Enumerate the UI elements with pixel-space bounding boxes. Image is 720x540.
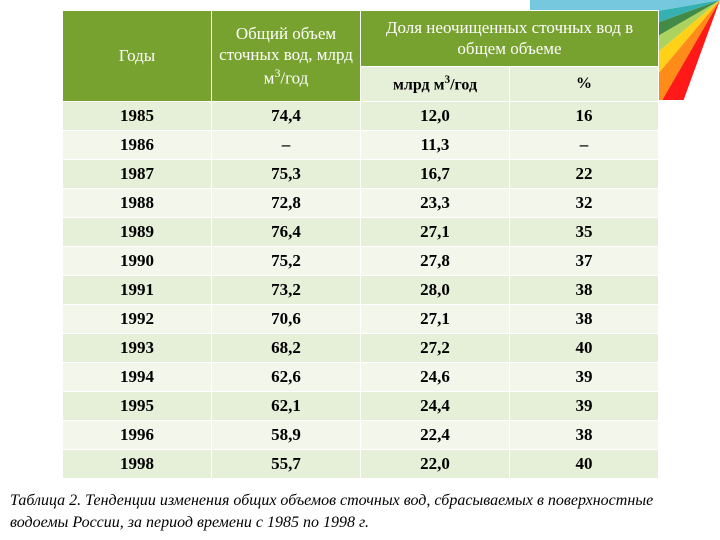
table-row: 199368,227,240 xyxy=(63,333,659,362)
cell-abs: 24,4 xyxy=(361,391,510,420)
cell-vol: 75,2 xyxy=(212,246,361,275)
cell-pct: 37 xyxy=(510,246,659,275)
col-share-abs-header: млрд м3/год xyxy=(361,66,510,101)
cell-vol: 62,6 xyxy=(212,362,361,391)
table-row: 199855,722,040 xyxy=(63,449,659,478)
table-row: 198976,427,135 xyxy=(63,217,659,246)
cell-abs: 22,4 xyxy=(361,420,510,449)
cell-year: 1992 xyxy=(63,304,212,333)
table-row: 199658,922,438 xyxy=(63,420,659,449)
cell-pct: 16 xyxy=(510,101,659,130)
cell-abs: 23,3 xyxy=(361,188,510,217)
table-row: 199462,624,639 xyxy=(63,362,659,391)
cell-pct: – xyxy=(510,130,659,159)
table-row: 199562,124,439 xyxy=(63,391,659,420)
cell-abs: 16,7 xyxy=(361,159,510,188)
cell-pct: 40 xyxy=(510,333,659,362)
cell-vol: 74,4 xyxy=(212,101,361,130)
cell-pct: 35 xyxy=(510,217,659,246)
cell-abs: 24,6 xyxy=(361,362,510,391)
table-caption: Таблица 2. Тенденции изменения общих объ… xyxy=(10,490,710,533)
cell-vol: – xyxy=(212,130,361,159)
table-row: 199270,627,138 xyxy=(63,304,659,333)
cell-pct: 38 xyxy=(510,420,659,449)
cell-year: 1986 xyxy=(63,130,212,159)
cell-abs: 27,1 xyxy=(361,304,510,333)
cell-pct: 32 xyxy=(510,188,659,217)
cell-pct: 40 xyxy=(510,449,659,478)
cell-vol: 55,7 xyxy=(212,449,361,478)
cell-abs: 12,0 xyxy=(361,101,510,130)
table-row: 1986–11,3– xyxy=(63,130,659,159)
cell-year: 1988 xyxy=(63,188,212,217)
table-body: 198574,412,0161986–11,3–198775,316,72219… xyxy=(63,101,659,478)
table-row: 198872,823,332 xyxy=(63,188,659,217)
cell-abs: 27,2 xyxy=(361,333,510,362)
cell-vol: 68,2 xyxy=(212,333,361,362)
slide: Годы Общий объем сточных вод, млрд м3/го… xyxy=(0,0,720,540)
cell-vol: 75,3 xyxy=(212,159,361,188)
cell-year: 1991 xyxy=(63,275,212,304)
cell-year: 1993 xyxy=(63,333,212,362)
col-share-header: Доля неочищенных сточных вод в общем объ… xyxy=(361,11,659,67)
cell-year: 1996 xyxy=(63,420,212,449)
cell-pct: 39 xyxy=(510,391,659,420)
cell-vol: 62,1 xyxy=(212,391,361,420)
cell-year: 1989 xyxy=(63,217,212,246)
cell-vol: 72,8 xyxy=(212,188,361,217)
cell-pct: 38 xyxy=(510,304,659,333)
cell-vol: 58,9 xyxy=(212,420,361,449)
cell-abs: 28,0 xyxy=(361,275,510,304)
cell-abs: 11,3 xyxy=(361,130,510,159)
cell-abs: 27,8 xyxy=(361,246,510,275)
cell-year: 1985 xyxy=(63,101,212,130)
table-row: 198775,316,722 xyxy=(63,159,659,188)
cell-year: 1998 xyxy=(63,449,212,478)
cell-vol: 76,4 xyxy=(212,217,361,246)
col-share-pct-header: % xyxy=(510,66,659,101)
cell-year: 1987 xyxy=(63,159,212,188)
cell-abs: 22,0 xyxy=(361,449,510,478)
col-years-header: Годы xyxy=(63,11,212,102)
cell-vol: 73,2 xyxy=(212,275,361,304)
data-table-container: Годы Общий объем сточных вод, млрд м3/го… xyxy=(62,10,658,479)
cell-year: 1995 xyxy=(63,391,212,420)
data-table: Годы Общий объем сточных вод, млрд м3/го… xyxy=(62,10,659,479)
table-row: 198574,412,016 xyxy=(63,101,659,130)
cell-abs: 27,1 xyxy=(361,217,510,246)
table-row: 199173,228,038 xyxy=(63,275,659,304)
cell-pct: 38 xyxy=(510,275,659,304)
cell-vol: 70,6 xyxy=(212,304,361,333)
cell-pct: 39 xyxy=(510,362,659,391)
cell-pct: 22 xyxy=(510,159,659,188)
cell-year: 1994 xyxy=(63,362,212,391)
cell-year: 1990 xyxy=(63,246,212,275)
table-row: 199075,227,837 xyxy=(63,246,659,275)
col-volume-header: Общий объем сточных вод, млрд м3/год xyxy=(212,11,361,102)
